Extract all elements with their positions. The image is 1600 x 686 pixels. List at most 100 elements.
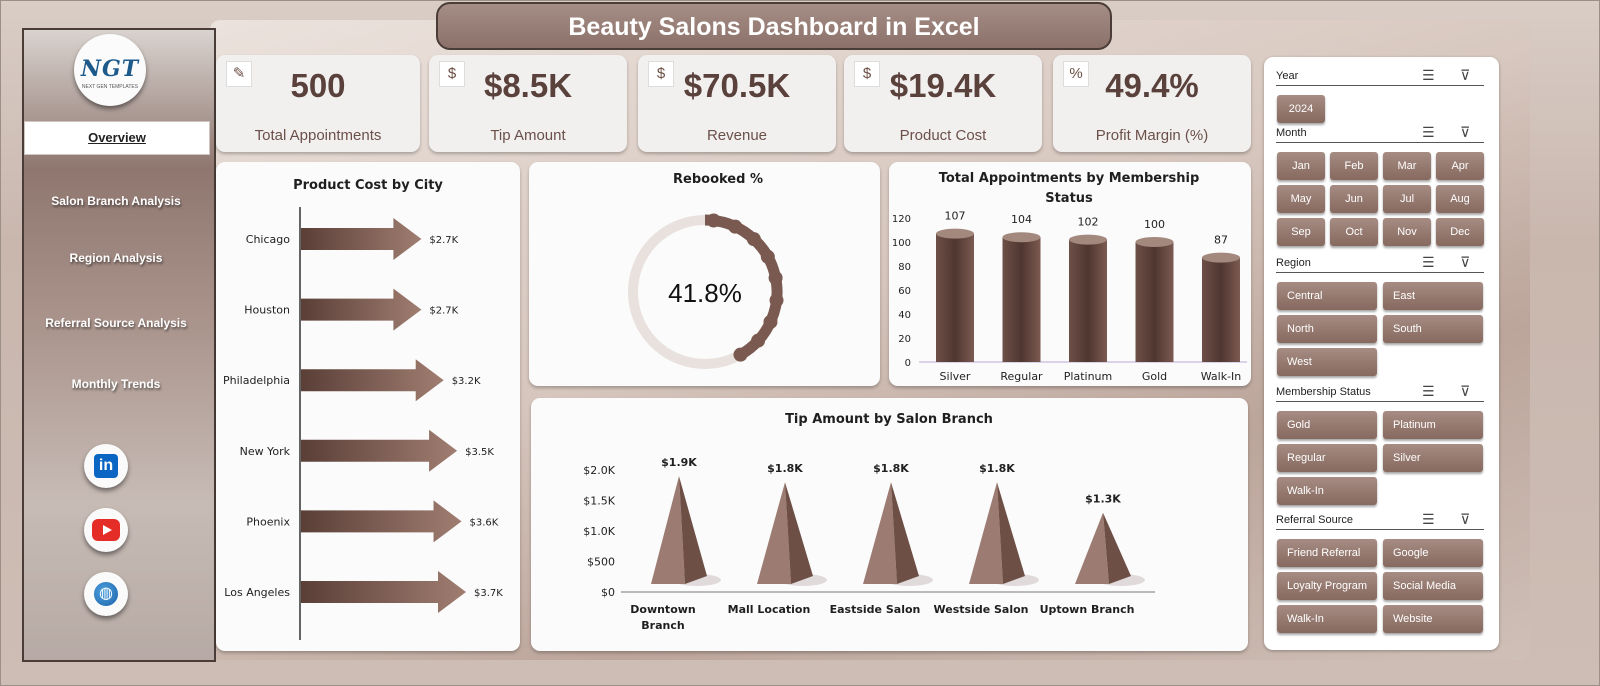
money-tip-icon: $ [439,61,465,87]
donut-dot [746,232,761,247]
nav-overview[interactable]: Overview [24,121,210,155]
slicer-month-option[interactable]: Sep [1277,218,1325,246]
clear-filter-icon[interactable]: ⊽ [1460,67,1471,83]
donut-dot [751,333,766,348]
y-tick-label: $1.5K [583,495,615,508]
profit-coins-icon: % [1063,61,1089,87]
slicer-membership-option[interactable]: Gold [1277,411,1377,439]
linkedin-icon[interactable]: in [84,444,128,488]
slicer-referral-option[interactable]: Website [1383,605,1483,633]
kpi-revenue: $ $70.5K Revenue [638,55,836,152]
slicer-membership-option[interactable]: Platinum [1383,411,1483,439]
slicer-membership-option[interactable]: Silver [1383,444,1483,472]
slicer-referral-option[interactable]: Friend Referral [1277,539,1377,567]
chart-rebooked: Rebooked % 41.8% [529,162,880,386]
tip-chart-svg: Tip Amount by Salon Branch $0 $500 $1.0K $1… [583,412,1155,632]
clear-filter-icon[interactable]: ⊽ [1460,254,1471,270]
y-tick-label: $2.0K [583,464,615,477]
slicer-divider [1276,85,1484,86]
slicer-month-option[interactable]: Jul [1383,185,1431,213]
slicer-referral-option[interactable]: Loyalty Program [1277,572,1377,600]
logo-text: NGT [80,56,140,82]
product-cost-chart-svg: Product Cost by City Chicago $2.7K Houston… [223,178,503,640]
branch-bar-side [679,476,707,584]
branch-bar-side [1103,512,1131,584]
membership-bar [936,233,974,362]
clear-filter-icon[interactable]: ⊽ [1460,124,1471,140]
kpi-label: Total Appointments [254,127,382,144]
donut-dot [728,219,743,234]
slicer-region-option[interactable]: East [1383,282,1483,310]
slicer-month-option[interactable]: Jan [1277,152,1325,180]
globe-icon[interactable]: ◍ [84,572,128,616]
membership-value-label: 100 [1144,218,1165,231]
slicer-region-option[interactable]: South [1383,315,1483,343]
multi-select-icon[interactable]: ☰ [1422,67,1435,83]
chart-product-cost-by-city: Product Cost by City Chicago $2.7K Houston… [216,162,520,651]
slicer-month-option[interactable]: Feb [1330,152,1378,180]
city-bar [301,218,422,260]
youtube-icon[interactable] [84,508,128,552]
slicer-region-option[interactable]: Central [1277,282,1377,310]
branch-category-label: Eastside Salon [830,603,921,616]
membership-category-label: Regular [1000,370,1043,383]
membership-value-label: 87 [1214,234,1228,247]
page-title: Beauty Salons Dashboard in Excel [436,2,1112,50]
y-tick-label: 60 [898,286,911,297]
multi-select-icon[interactable]: ☰ [1422,383,1435,399]
slicer-referral-option[interactable]: Google [1383,539,1483,567]
branch-value-label: $1.9K [661,456,697,469]
membership-bar-cap [1202,252,1240,263]
y-tick-label: 80 [898,262,911,273]
slicer-region-option[interactable]: North [1277,315,1377,343]
nav-region-analysis[interactable]: Region Analysis [69,251,163,265]
city-value-label: $3.6K [470,517,499,528]
multi-select-icon[interactable]: ☰ [1422,511,1435,527]
nav-monthly-trends[interactable]: Monthly Trends [71,377,161,391]
slicer-month-option[interactable]: Nov [1383,218,1431,246]
slicer-membership-option[interactable]: Walk-In [1277,477,1377,505]
nav-referral-source-analysis[interactable]: Referral Source Analysis [45,316,187,330]
slicer-divider [1276,529,1484,530]
branch-category-label: Westside Salon [934,603,1029,616]
slicer-month-option[interactable]: Jun [1330,185,1378,213]
ngt-logo: NGT NEXT GEN TEMPLATES [74,34,146,106]
slicer-referral-option[interactable]: Walk-In [1277,605,1377,633]
slicer-month-option[interactable]: Mar [1383,152,1431,180]
multi-select-icon[interactable]: ☰ [1422,254,1435,270]
clear-filter-icon[interactable]: ⊽ [1460,383,1471,399]
membership-bar-cap [1002,232,1041,243]
y-tick-label: $1.0K [583,525,615,538]
clipboard-icon: ✎ [226,61,252,87]
kpi-value: 500 [290,67,346,104]
kpi-value: $19.4K [889,67,997,104]
slicer-month-header: Month [1276,127,1307,139]
membership-bar-cap [936,228,974,239]
slicer-year-option[interactable]: 2024 [1277,95,1325,123]
membership-bar-cap [1069,234,1107,245]
slicer-membership-option[interactable]: Regular [1277,444,1377,472]
slicer-year-header: Year [1276,70,1299,82]
slicer-month-option[interactable]: Aug [1436,185,1484,213]
y-tick-label: $0 [601,586,615,599]
city-label: Los Angeles [224,586,290,599]
multi-select-icon[interactable]: ☰ [1422,124,1435,140]
slicer-month-option[interactable]: Dec [1436,218,1484,246]
membership-bar [1135,242,1174,362]
slicer-month-option[interactable]: Apr [1436,152,1484,180]
nav-salon-branch-analysis[interactable]: Salon Branch Analysis [51,194,181,208]
slicer-month-option[interactable]: May [1277,185,1325,213]
city-bar [301,429,458,472]
y-tick-label: 0 [905,358,911,369]
y-tick-label: $500 [587,556,615,569]
branch-bar [757,482,791,584]
slicer-region-option[interactable]: West [1277,348,1377,376]
kpi-label: Revenue [706,127,768,144]
kpi-value: $8.5K [483,67,573,104]
membership-value-label: 102 [1078,216,1099,229]
kpi-profit-margin: % 49.4% Profit Margin (%) [1053,55,1251,152]
slicer-month-option[interactable]: Oct [1330,218,1378,246]
slicer-referral-option[interactable]: Social Media [1383,572,1483,600]
kpi-label: Product Cost [899,127,987,144]
clear-filter-icon[interactable]: ⊽ [1460,511,1471,527]
